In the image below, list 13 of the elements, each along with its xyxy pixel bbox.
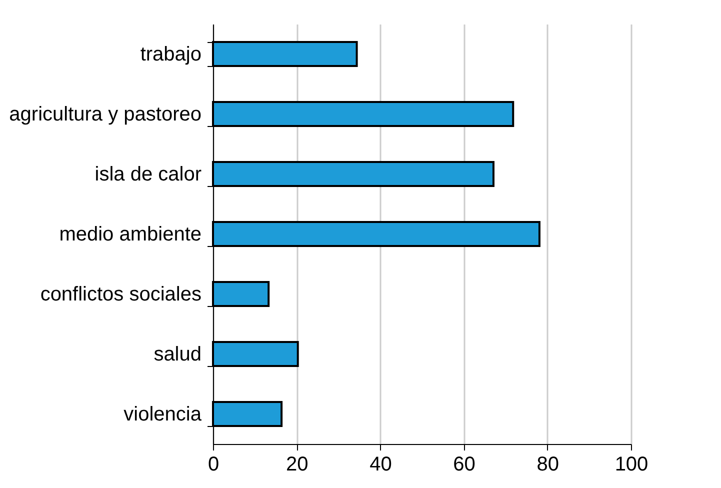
x-tick-label: 0 (208, 454, 220, 476)
x-tick-label: 80 (536, 454, 560, 476)
x-tick-label: 20 (286, 454, 308, 476)
y-tick-label: salud (154, 344, 202, 366)
y-tick-label: agricultura y pastoreo (9, 104, 202, 126)
y-tick-label: violencia (124, 404, 202, 426)
y-tick-label: conflictos sociales (40, 284, 202, 306)
y-tick-label: medio ambiente (59, 224, 202, 246)
x-tick-label: 100 (614, 454, 648, 476)
x-tick-label: 60 (453, 454, 476, 476)
y-tick-label: isla de calor (94, 164, 202, 186)
y-tick-label: trabajo (140, 44, 202, 66)
x-tick-label: 40 (370, 454, 392, 476)
